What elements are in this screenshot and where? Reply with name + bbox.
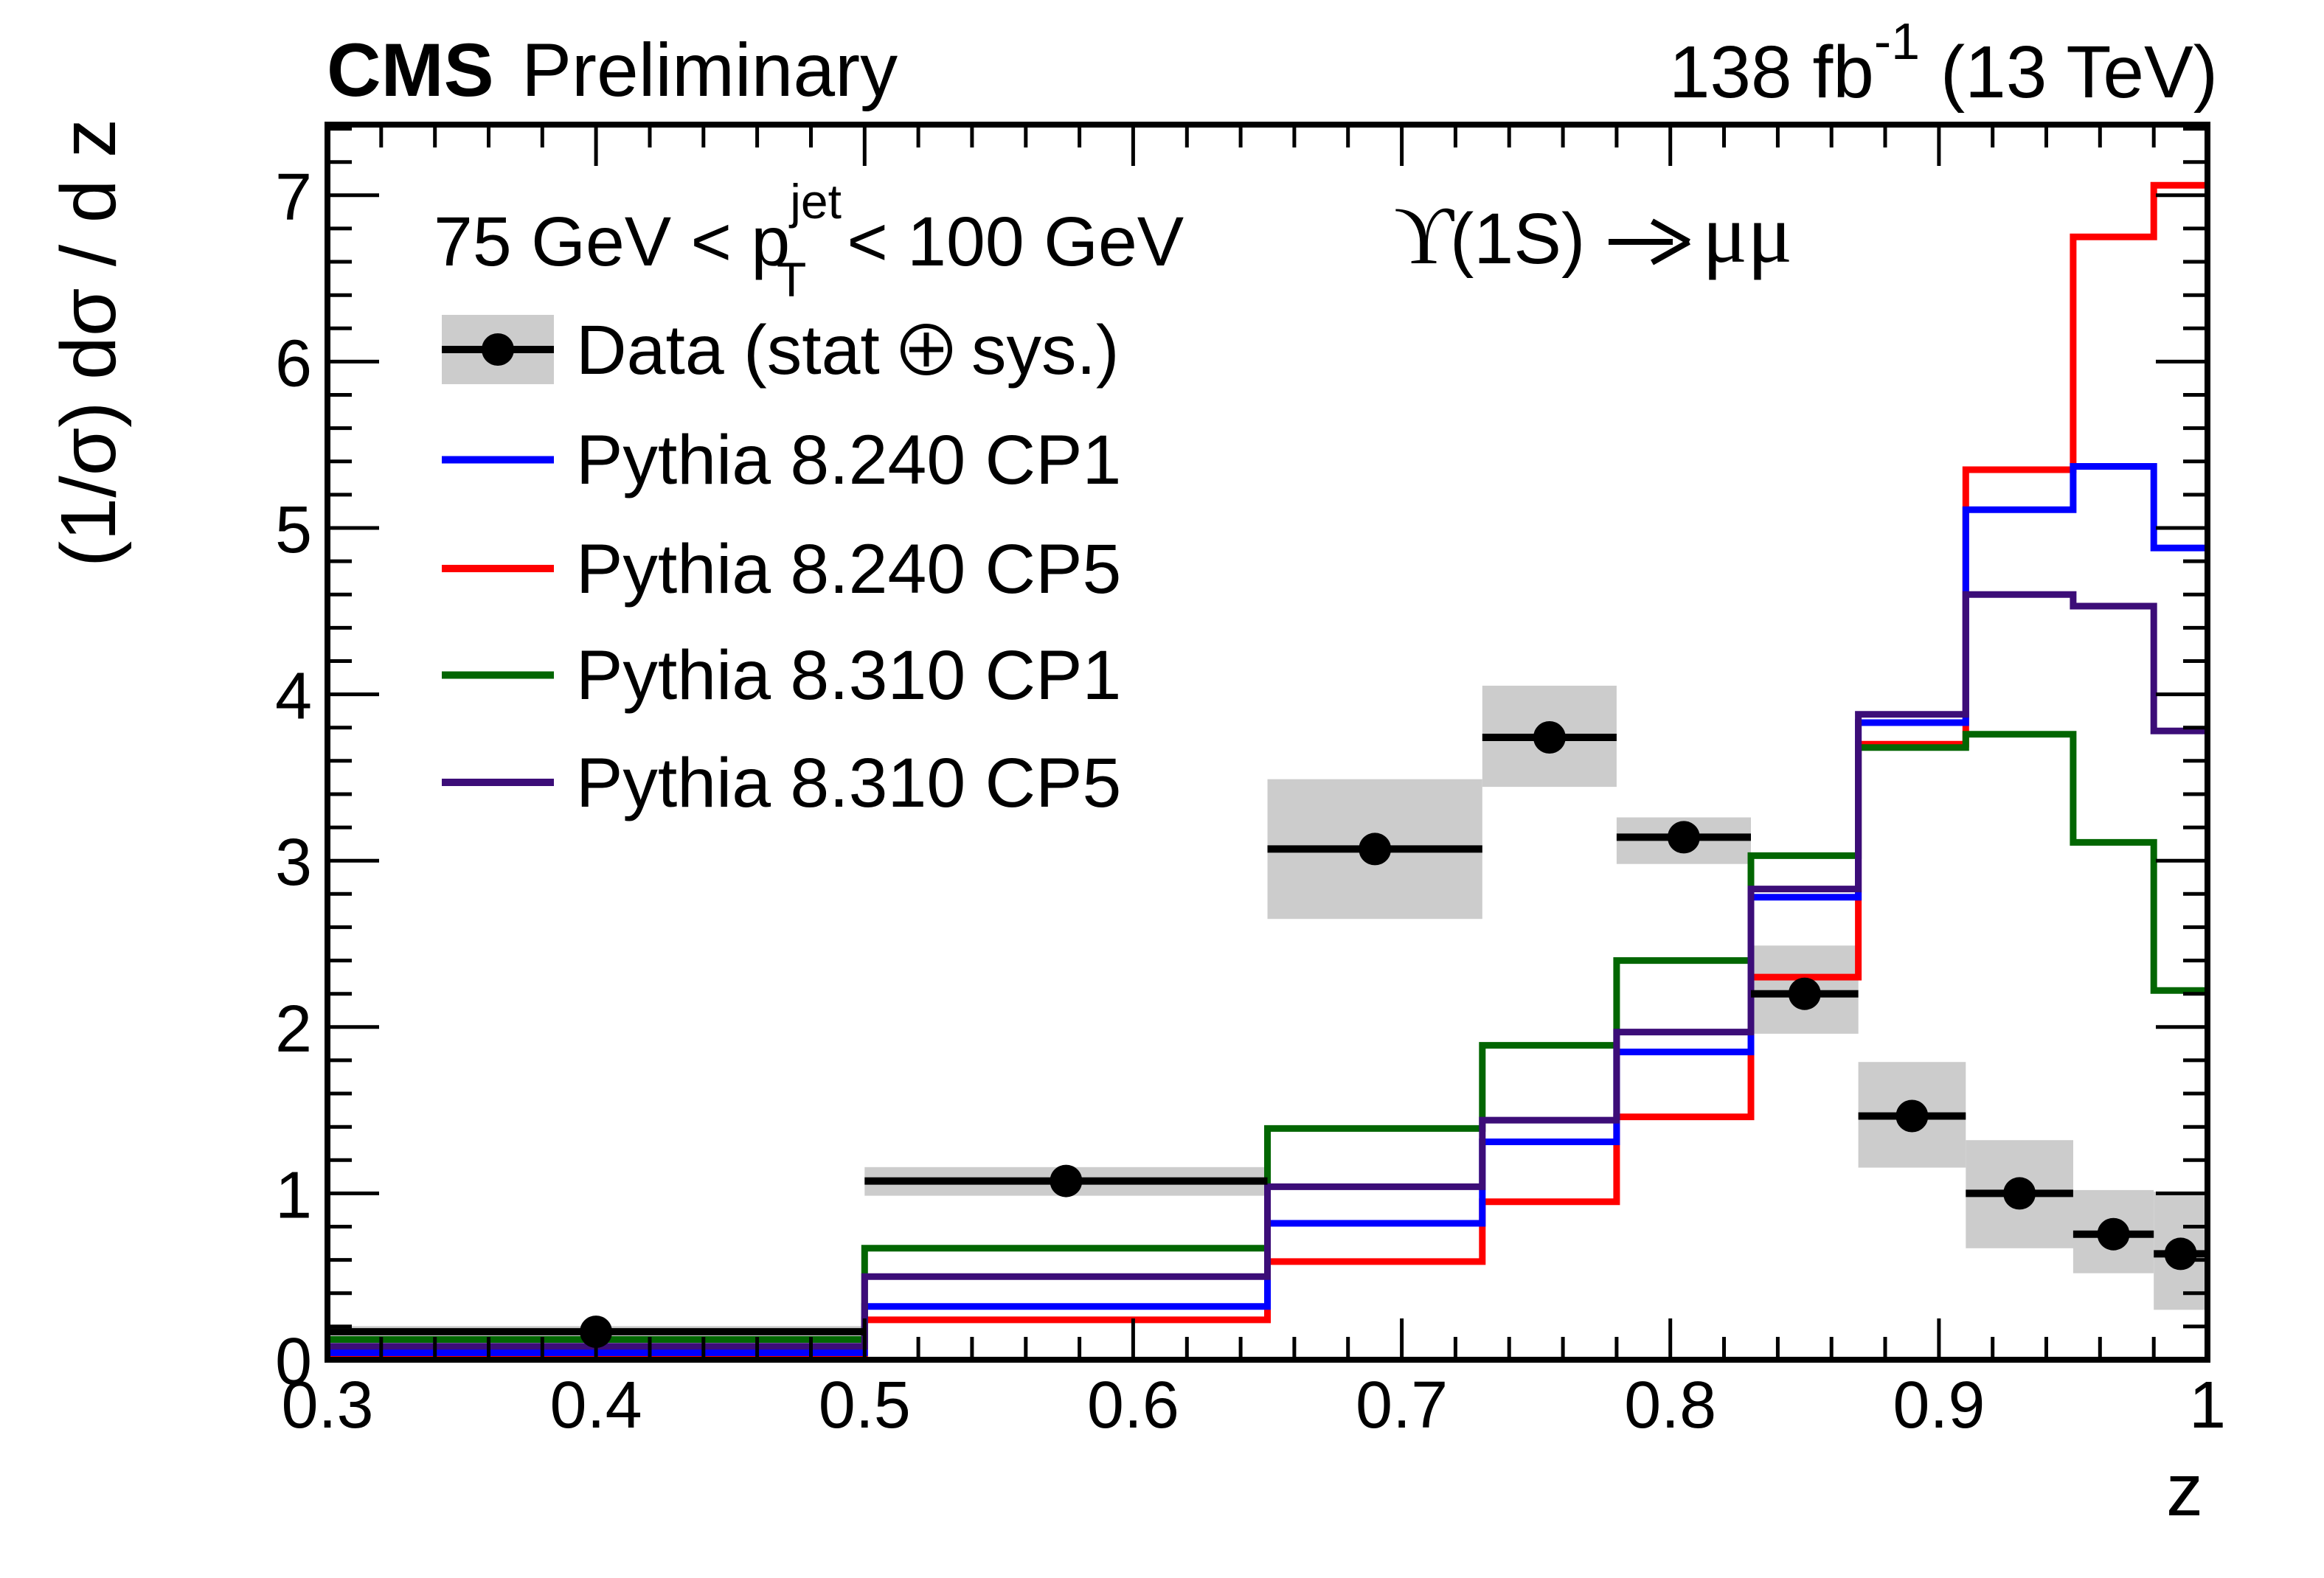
svg-text:7: 7 xyxy=(275,161,312,234)
svg-text:Pythia 8.240 CP5: Pythia 8.240 CP5 xyxy=(576,530,1121,608)
svg-text:2: 2 xyxy=(275,993,312,1066)
svg-text:5: 5 xyxy=(275,493,312,567)
svg-text:0.7: 0.7 xyxy=(1356,1369,1448,1442)
svg-text:Pythia 8.310 CP1: Pythia 8.310 CP1 xyxy=(576,636,1121,715)
svg-text:1: 1 xyxy=(2189,1369,2226,1442)
svg-text:0.9: 0.9 xyxy=(1893,1369,1985,1442)
svg-text:Pythia 8.240 CP1: Pythia 8.240 CP1 xyxy=(576,421,1121,499)
svg-text:(1S): (1S) xyxy=(1450,198,1585,279)
svg-text:0.3: 0.3 xyxy=(281,1369,373,1442)
svg-text:0.4: 0.4 xyxy=(550,1369,642,1442)
svg-text:ϒ: ϒ xyxy=(1394,190,1454,282)
svg-text:Pythia 8.310 CP5: Pythia 8.310 CP5 xyxy=(576,744,1121,822)
svg-text:0.6: 0.6 xyxy=(1087,1369,1179,1442)
svg-text:Preliminary: Preliminary xyxy=(521,28,898,112)
svg-text:(1/σ) dσ / d z: (1/σ) dσ / d z xyxy=(45,119,132,567)
svg-text:0.8: 0.8 xyxy=(1624,1369,1716,1442)
svg-text:Data (stat: Data (stat xyxy=(576,311,880,389)
svg-text:3: 3 xyxy=(275,826,312,900)
svg-text:sys.): sys.) xyxy=(971,311,1120,389)
svg-text:1: 1 xyxy=(275,1158,312,1232)
svg-text:0: 0 xyxy=(275,1325,312,1399)
svg-text:0.5: 0.5 xyxy=(819,1369,911,1442)
svg-text:CMS: CMS xyxy=(327,28,494,112)
svg-text:μμ: μμ xyxy=(1702,187,1792,280)
svg-text:z: z xyxy=(2166,1449,2203,1532)
svg-text:6: 6 xyxy=(275,327,312,400)
svg-text:4: 4 xyxy=(275,660,312,734)
